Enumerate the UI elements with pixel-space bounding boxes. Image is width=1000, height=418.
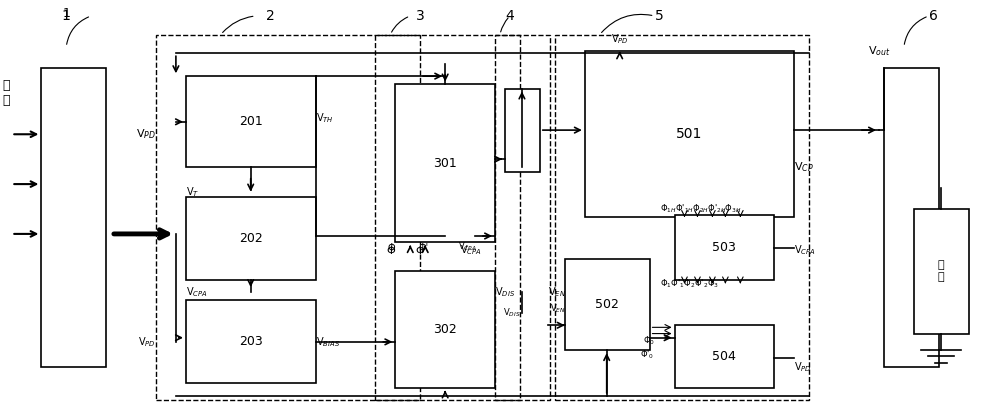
- Text: Φ': Φ': [415, 245, 427, 255]
- Text: 6: 6: [929, 9, 938, 23]
- Text: 3: 3: [416, 9, 425, 23]
- FancyBboxPatch shape: [675, 325, 774, 387]
- FancyBboxPatch shape: [186, 196, 316, 280]
- Text: 2: 2: [266, 9, 275, 23]
- FancyBboxPatch shape: [395, 84, 495, 242]
- Text: V$_{PD}$: V$_{PD}$: [136, 127, 156, 141]
- Text: V$_{PD}$: V$_{PD}$: [138, 335, 156, 349]
- FancyBboxPatch shape: [41, 68, 106, 367]
- Text: 504: 504: [712, 350, 736, 363]
- Text: V$_{CPA}$: V$_{CPA}$: [794, 244, 816, 257]
- Text: V$_{CP}$: V$_{CP}$: [794, 161, 814, 174]
- Text: V$_T$: V$_T$: [186, 186, 199, 199]
- Text: 1: 1: [62, 9, 71, 23]
- FancyBboxPatch shape: [565, 259, 650, 350]
- Text: V$_{DIS}$: V$_{DIS}$: [503, 306, 521, 319]
- Text: V$_{CPA}$: V$_{CPA}$: [460, 244, 482, 257]
- Text: 302: 302: [433, 323, 457, 336]
- FancyBboxPatch shape: [186, 76, 316, 168]
- Text: 203: 203: [239, 335, 263, 348]
- Text: Φ$_1$Φ'$_1$Φ$_2$Φ'$_2$Φ$_3$: Φ$_1$Φ'$_1$Φ$_2$Φ'$_2$Φ$_3$: [660, 278, 719, 290]
- Text: V$_{TH}$: V$_{TH}$: [316, 111, 333, 125]
- FancyBboxPatch shape: [186, 301, 316, 383]
- Text: 5: 5: [655, 9, 664, 23]
- Text: 负
载: 负 载: [938, 260, 945, 282]
- FancyBboxPatch shape: [884, 68, 939, 367]
- Text: V$_{PD}$: V$_{PD}$: [794, 360, 812, 374]
- Text: V$_{out}$: V$_{out}$: [868, 44, 890, 58]
- Text: Φ: Φ: [388, 243, 395, 253]
- Text: 202: 202: [239, 232, 263, 245]
- Text: 502: 502: [595, 298, 619, 311]
- Text: 4: 4: [506, 9, 514, 23]
- Text: V$_{PD}$: V$_{PD}$: [611, 32, 629, 46]
- Text: 201: 201: [239, 115, 263, 128]
- FancyBboxPatch shape: [585, 51, 794, 217]
- Text: 1: 1: [62, 8, 70, 20]
- Text: V$_{CPA}$: V$_{CPA}$: [186, 285, 208, 299]
- Text: V$_{EN}$: V$_{EN}$: [550, 302, 566, 315]
- FancyBboxPatch shape: [505, 89, 540, 172]
- Text: Φ$_0$
Φ'$_0$: Φ$_0$ Φ'$_0$: [640, 335, 655, 362]
- Text: Φ: Φ: [387, 245, 395, 255]
- Text: V$_{DIS}$: V$_{DIS}$: [495, 285, 515, 299]
- Text: V$_{EN}$: V$_{EN}$: [548, 285, 566, 299]
- FancyBboxPatch shape: [914, 209, 969, 334]
- Text: Φ': Φ': [418, 243, 428, 253]
- Text: 光
照: 光 照: [3, 79, 10, 107]
- Text: V$_{BIAS}$: V$_{BIAS}$: [316, 335, 340, 349]
- FancyBboxPatch shape: [675, 215, 774, 280]
- Text: V$_{CPA}$: V$_{CPA}$: [458, 240, 477, 252]
- Text: 301: 301: [433, 157, 457, 170]
- Text: 501: 501: [676, 127, 703, 141]
- FancyBboxPatch shape: [395, 271, 495, 387]
- Text: 503: 503: [712, 241, 736, 254]
- Text: Φ$_{1H}$Φ'$_{1H}$Φ$_{2H}$Φ'$_{2H}$Φ$_{3H}$: Φ$_{1H}$Φ'$_{1H}$Φ$_{2H}$Φ'$_{2H}$Φ$_{3H…: [660, 203, 741, 215]
